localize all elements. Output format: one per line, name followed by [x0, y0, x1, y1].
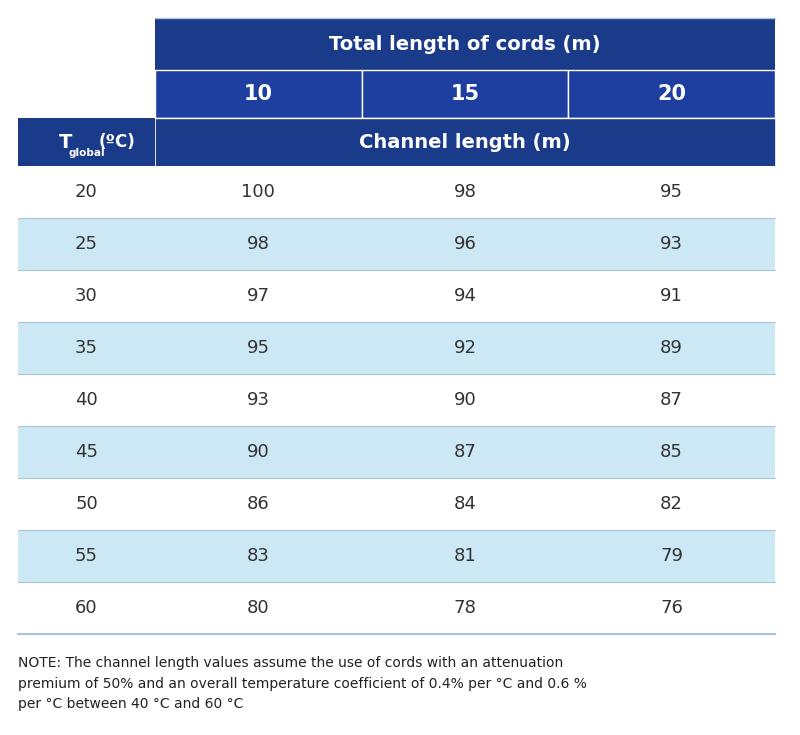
Text: 87: 87	[454, 443, 477, 461]
Text: 90: 90	[247, 443, 270, 461]
Bar	[18, 374, 775, 426]
Text: NOTE: The channel length values assume the use of cords with an attenuation
prem: NOTE: The channel length values assume t…	[18, 656, 587, 711]
Text: 93: 93	[247, 391, 270, 409]
Text: 97: 97	[247, 287, 270, 305]
Text: 95: 95	[660, 183, 683, 201]
Text: T: T	[58, 132, 72, 151]
Text: 83: 83	[247, 547, 270, 565]
Text: 91: 91	[660, 287, 683, 305]
Text: 78: 78	[454, 599, 477, 617]
Text: 35: 35	[75, 339, 98, 357]
Text: 40: 40	[75, 391, 98, 409]
Text: 20: 20	[657, 84, 686, 104]
Text: 30: 30	[75, 287, 98, 305]
Text: global: global	[69, 148, 105, 158]
Text: 87: 87	[660, 391, 683, 409]
Bar	[18, 218, 775, 270]
Text: 80: 80	[247, 599, 270, 617]
Text: 96: 96	[454, 235, 477, 253]
Text: 98: 98	[454, 183, 477, 201]
Text: 55: 55	[75, 547, 98, 565]
Text: 10: 10	[244, 84, 273, 104]
Text: Channel length (m): Channel length (m)	[359, 132, 571, 151]
Bar	[18, 478, 775, 530]
Bar	[18, 70, 155, 118]
Text: 85: 85	[660, 443, 683, 461]
Text: 76: 76	[660, 599, 683, 617]
Text: 93: 93	[660, 235, 683, 253]
Text: 60: 60	[75, 599, 98, 617]
Text: 79: 79	[660, 547, 683, 565]
Text: 94: 94	[454, 287, 477, 305]
Text: 45: 45	[75, 443, 98, 461]
Bar	[18, 270, 775, 322]
Text: 20: 20	[75, 183, 98, 201]
Bar	[155, 18, 775, 70]
Bar	[18, 166, 775, 218]
Bar	[18, 18, 155, 70]
Text: (ºC): (ºC)	[98, 133, 135, 151]
Text: 25: 25	[75, 235, 98, 253]
Bar	[18, 118, 155, 166]
Text: 100: 100	[242, 183, 275, 201]
Bar	[155, 70, 362, 118]
Text: 81: 81	[454, 547, 476, 565]
Text: 15: 15	[450, 84, 479, 104]
Bar	[18, 582, 775, 634]
Text: 90: 90	[454, 391, 476, 409]
Bar	[18, 322, 775, 374]
Text: 92: 92	[454, 339, 477, 357]
Text: 89: 89	[660, 339, 683, 357]
Bar	[568, 70, 775, 118]
Text: 50: 50	[75, 495, 98, 513]
Text: 95: 95	[247, 339, 270, 357]
Text: Total length of cords (m): Total length of cords (m)	[330, 35, 601, 54]
Bar	[155, 118, 775, 166]
Text: 84: 84	[454, 495, 477, 513]
Text: 86: 86	[247, 495, 270, 513]
Text: 98: 98	[247, 235, 270, 253]
Bar	[362, 70, 568, 118]
Bar	[18, 426, 775, 478]
Text: 82: 82	[660, 495, 683, 513]
Bar	[18, 530, 775, 582]
